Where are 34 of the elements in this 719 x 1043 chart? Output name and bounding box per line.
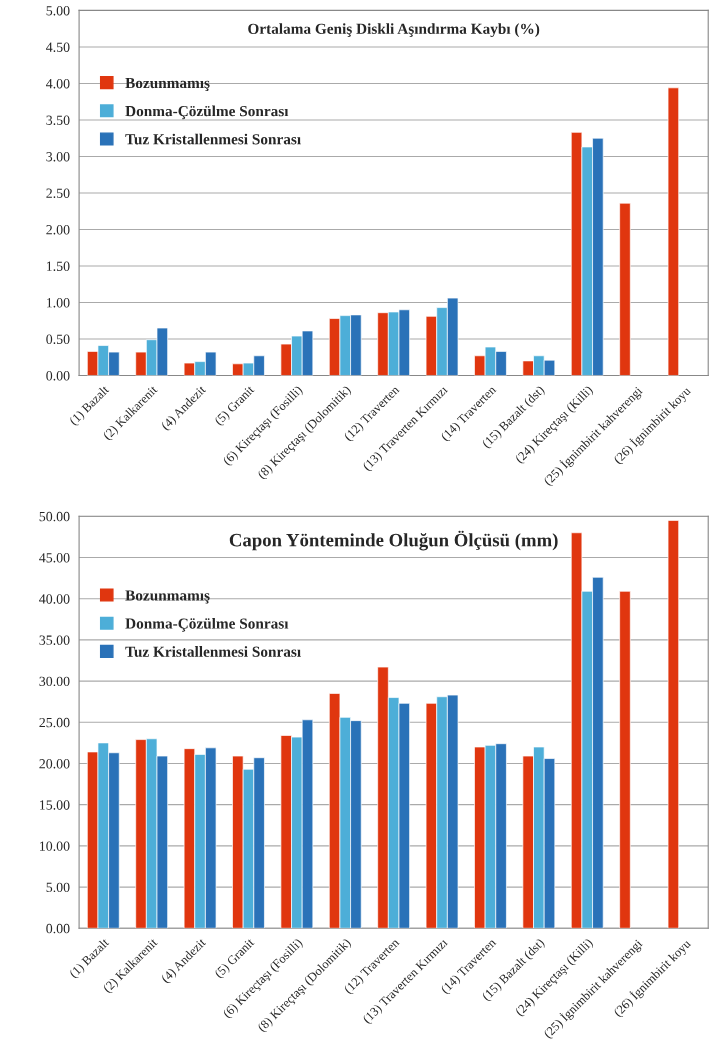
legend-label: Tuz Kristallenmesi Sonrası — [125, 133, 301, 145]
y-tick-label: 5.00 — [46, 882, 70, 893]
text: Ortalama Geniş Diskli Aşındırma Kaybı (%) — [248, 23, 540, 38]
y-tick-label: 45.00 — [39, 553, 70, 563]
bar — [619, 590, 631, 929]
y-tick-label: 50.00 — [39, 511, 70, 522]
y-tick-label: 0.00 — [46, 923, 70, 934]
legend-label: Donma-Çözülme Sonrası — [125, 617, 289, 632]
y-tick-label: 4.00 — [46, 79, 70, 89]
y-tick-label: 5.00 — [46, 6, 70, 16]
y-tick-label: 0.00 — [46, 371, 70, 381]
legend-label: Bozunmamış — [125, 590, 210, 604]
y-tick-label: 3.00 — [46, 152, 70, 162]
y-tick-label: 2.00 — [46, 225, 70, 235]
y-tick-label: 25.00 — [39, 717, 70, 728]
legend-label: Bozunmamış — [125, 77, 210, 92]
y-tick-label: 2.50 — [46, 188, 70, 198]
y-tick-label: 1.50 — [46, 261, 70, 271]
y-tick-label: 1.00 — [46, 298, 70, 308]
legend-label: Donma-Çözülme Sonrası — [125, 105, 289, 120]
y-tick-label: 15.00 — [40, 800, 70, 810]
y-tick-label: 35.00 — [39, 635, 70, 645]
y-tick-label: 20.00 — [39, 759, 70, 769]
legend-label: Tuz Kristallenmesi Sonrası — [125, 646, 301, 657]
bar — [667, 520, 680, 929]
y-tick-label: 4.50 — [46, 42, 70, 52]
bar — [667, 87, 680, 376]
text: Capon Yönteminde Oluğun Ölçüsü (mm) — [229, 530, 558, 551]
y-tick-label: 40.00 — [39, 594, 70, 604]
y-tick-label: 0.50 — [46, 334, 70, 344]
y-tick-label: 30.00 — [39, 676, 70, 687]
y-tick-label: 3.50 — [46, 115, 70, 125]
y-tick-label: 10.00 — [40, 841, 70, 851]
bar — [619, 202, 631, 376]
